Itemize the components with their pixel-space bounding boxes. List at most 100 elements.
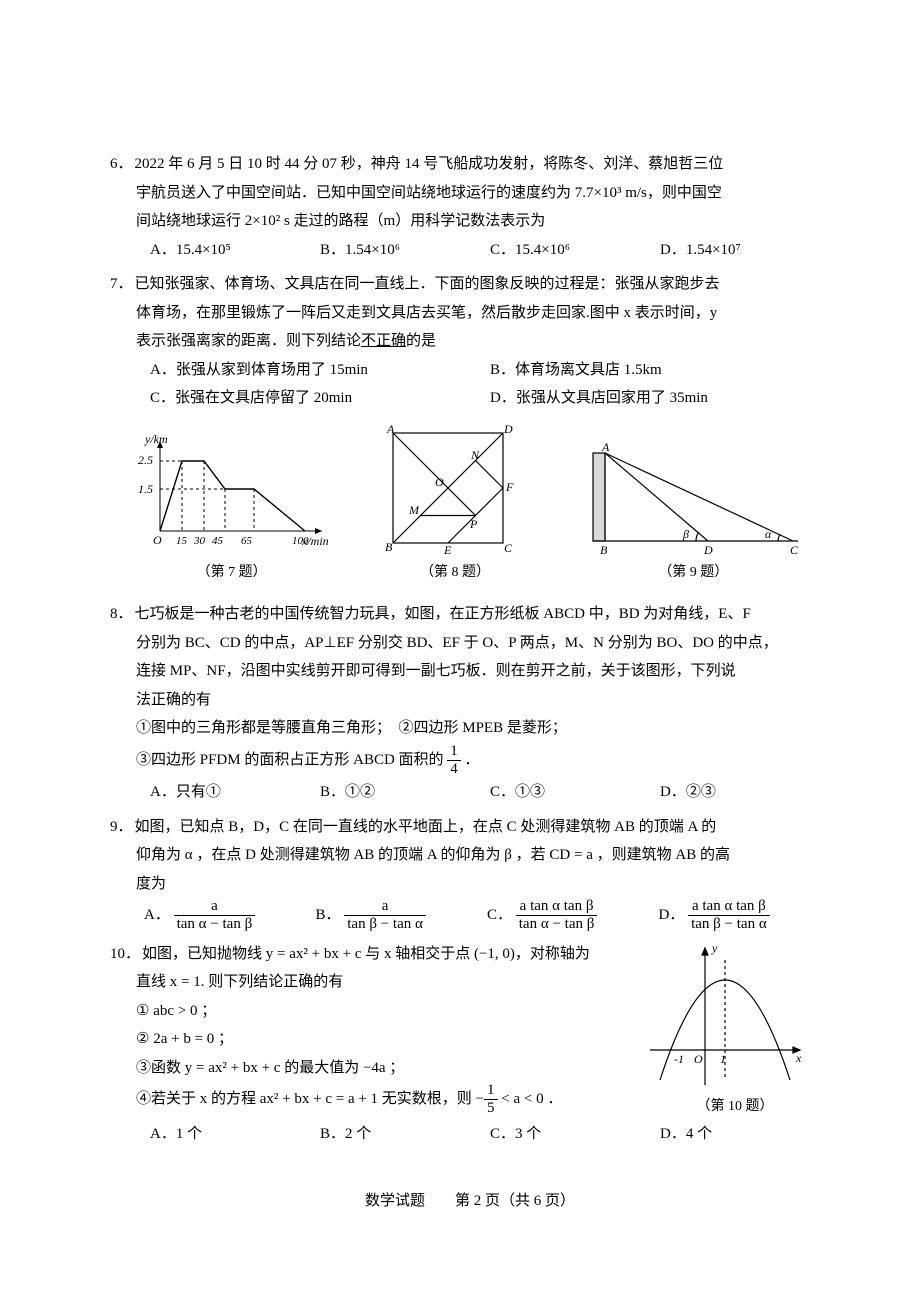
q8-opt-d: D．②③	[660, 778, 830, 807]
q9-options: A． atan α − tan β B． atan β − tan α C． a…	[144, 898, 830, 934]
fig8-N: N	[470, 448, 480, 462]
page-footer: 数学试题 第 2 页（共 6 页）	[110, 1187, 830, 1216]
fig10-m1: -1	[674, 1052, 684, 1066]
q6-number: 6．	[110, 150, 133, 179]
q8-line2: 分别为 BC、CD 的中点，AP⊥EF 分别交 BD、EF 于 O、P 两点，M…	[136, 629, 830, 658]
fig8-M: M	[408, 503, 420, 517]
q9-a-num: a	[174, 898, 256, 916]
q9-opt-a: A． atan α − tan β	[144, 898, 316, 934]
q9-opt-c: C． a tan α tan βtan α − tan β	[487, 898, 659, 934]
q6-options: A．15.4×10⁵ B．1.54×10⁶ C．15.4×10⁶ D．1.54×…	[150, 236, 830, 265]
q10-opt-b: B．2 个	[320, 1120, 490, 1149]
question-10: 10． 如图，已知抛物线 y = ax² + bx + c 与 x 轴相交于点 …	[110, 940, 830, 1149]
q8-opt-a: A．只有①	[150, 778, 320, 807]
fig10-p1: 1	[720, 1052, 726, 1066]
q9-line1: 如图，已知点 B，D，C 在同一直线的水平地面上，在点 C 处测得建筑物 AB …	[135, 813, 830, 842]
q10-s4-pre: ④若关于 x 的方程 ax² + bx + c = a + 1 无实数根，则 −	[136, 1091, 484, 1107]
fig9-beta: β	[682, 527, 689, 541]
q6-opt-a: A．15.4×10⁵	[150, 236, 320, 265]
fig7-ylabel: y/km	[144, 432, 168, 446]
fig8-C: C	[504, 541, 513, 555]
q9-opt-b: B． atan β − tan α	[316, 898, 488, 934]
fig7-yt-15: 1.5	[138, 482, 153, 496]
q7-line2: 体育场，在那里锻炼了一阵后又走到文具店去买笔，然后散步走回家.图中 x 表示时间…	[136, 299, 830, 328]
q10-s4-d: 5	[484, 1100, 498, 1117]
fig10-y: y	[711, 941, 718, 955]
fig10-svg: y x O -1 1	[640, 940, 810, 1090]
fig8-A: A	[386, 422, 395, 436]
q8-frac-n: 1	[447, 743, 461, 761]
q7-options-row2: C．张强在文具店停留了 20min D．张强从文具店回家用了 35min	[150, 384, 830, 413]
fig10-caption: （第 10 题）	[640, 1094, 830, 1121]
q8-opt-b: B．①②	[320, 778, 490, 807]
fig7-xt-15: 15	[176, 535, 188, 547]
q7-line1: 已知张强家、体育场、文具店在同一直线上．下面的图象反映的过程是：张强从家跑步去	[135, 270, 830, 299]
question-6: 6． 2022 年 6 月 5 日 10 时 44 分 07 秒，神舟 14 号…	[110, 150, 830, 264]
question-7: 7． 已知张强家、体育场、文具店在同一直线上．下面的图象反映的过程是：张强从家跑…	[110, 270, 830, 413]
q8-options: A．只有① B．①② C．①③ D．②③	[150, 778, 830, 807]
fig10-x: x	[795, 1051, 802, 1065]
fig7-xt-o: O	[153, 533, 162, 547]
fig8-svg: A D B C E F M N O P	[375, 421, 535, 556]
q10-s4: ④若关于 x 的方程 ax² + bx + c = a + 1 无实数根，则 −…	[136, 1082, 640, 1118]
q9-line3: 度为	[136, 870, 830, 899]
q6-opt-d: D．1.54×10⁷	[660, 236, 830, 265]
q8-frac-d: 4	[447, 761, 461, 778]
fig9-B: B	[600, 543, 608, 556]
q9-c-den: tan α − tan β	[516, 916, 598, 933]
q10-options: A．1 个 B．2 个 C．3 个 D．4 个	[150, 1120, 830, 1149]
q10-number: 10．	[110, 940, 140, 969]
fig7-yt-25: 2.5	[138, 453, 153, 467]
q8-line4: 法正确的有	[136, 686, 830, 715]
fig9-svg: A B D C β α	[578, 441, 808, 556]
q10-s1: ① abc > 0 ；	[136, 997, 640, 1026]
q7-options-row1: A．张强从家到体育场用了 15min B．体育场离文具店 1.5km	[150, 356, 830, 385]
fig8-F: F	[505, 480, 514, 494]
figure-9: A B D C β α （第 9 题）	[578, 441, 808, 587]
fig7-xt-45: 45	[212, 535, 224, 547]
q8-line3: 连接 MP、NF，沿图中实线剪开即可得到一副七巧板．则在剪开之前，关于该图形，下…	[136, 657, 830, 686]
fig8-E: E	[443, 543, 452, 556]
q8-line1: 七巧板是一种古老的中国传统智力玩具，如图，在正方形纸板 ABCD 中，BD 为对…	[135, 600, 830, 629]
q6-opt-c: C．15.4×10⁶	[490, 236, 660, 265]
q8-opt-c: C．①③	[490, 778, 660, 807]
figure-10: y x O -1 1 （第 10 题）	[640, 940, 830, 1121]
q6-line2: 宇航员送入了中国空间站．已知中国空间站绕地球运行的速度约为 7.7×10³ m/…	[136, 179, 830, 208]
q9-a-label: A．	[144, 907, 170, 923]
q10-opt-a: A．1 个	[150, 1120, 320, 1149]
q7-opt-a: A．张强从家到体育场用了 15min	[150, 356, 490, 385]
q9-c-label: C．	[487, 907, 512, 923]
q10-line2: 直线 x = 1. 则下列结论正确的有	[136, 968, 640, 997]
q8-s3-pre: ③四边形 PFDM 的面积占正方形 ABCD 面积的	[136, 752, 444, 768]
q8-s3-post: ．	[465, 752, 480, 768]
fig9-alpha: α	[765, 527, 772, 541]
q6-line1: 2022 年 6 月 5 日 10 时 44 分 07 秒，神舟 14 号飞船成…	[135, 150, 830, 179]
q9-opt-d: D． a tan α tan βtan β − tan α	[659, 898, 831, 934]
q9-b-num: a	[344, 898, 426, 916]
q6-opt-b: B．1.54×10⁶	[320, 236, 490, 265]
q7-number: 7．	[110, 270, 133, 299]
fig9-D: D	[703, 543, 713, 556]
figure-8: A D B C E F M N O P （第 8 题）	[375, 421, 535, 587]
q9-c-num: a tan α tan β	[516, 898, 598, 916]
q9-b-label: B．	[316, 907, 341, 923]
q6-line3: 间站绕地球运行 2×10² s 走过的路程（m）用科学记数法表示为	[136, 207, 830, 236]
q10-s4-post: < a < 0 ．	[498, 1091, 563, 1107]
q9-line2: 仰角为 α ，在点 D 处测得建筑物 AB 的顶端 A 的仰角为 β ，若 CD…	[136, 841, 830, 870]
q8-s3: ③四边形 PFDM 的面积占正方形 ABCD 面积的 14 ．	[136, 743, 830, 779]
q8-s3-frac: 14	[447, 743, 461, 779]
fig7-xt-30: 30	[193, 535, 206, 547]
q10-s3: ③函数 y = ax² + bx + c 的最大值为 −4a ；	[136, 1054, 640, 1083]
fig7-xt-100: 100	[292, 535, 309, 547]
q10-s4-n: 1	[484, 1082, 498, 1100]
q9-a-den: tan α − tan β	[174, 916, 256, 933]
q8-number: 8．	[110, 600, 133, 629]
fig7-caption: （第 7 题）	[197, 560, 267, 587]
q8-s1: ①图中的三角形都是等腰直角三角形； ②四边形 MPEB 是菱形；	[136, 714, 830, 743]
fig8-B: B	[385, 540, 393, 554]
q9-d-num: a tan α tan β	[688, 898, 770, 916]
fig8-caption: （第 8 题）	[420, 560, 490, 587]
question-9: 9． 如图，已知点 B，D，C 在同一直线的水平地面上，在点 C 处测得建筑物 …	[110, 813, 830, 934]
figures-row: y/km x/min 2.5 1.5 O 15 30 45 65 100	[110, 421, 830, 587]
q10-line1: 如图，已知抛物线 y = ax² + bx + c 与 x 轴相交于点 (−1,…	[142, 940, 640, 969]
